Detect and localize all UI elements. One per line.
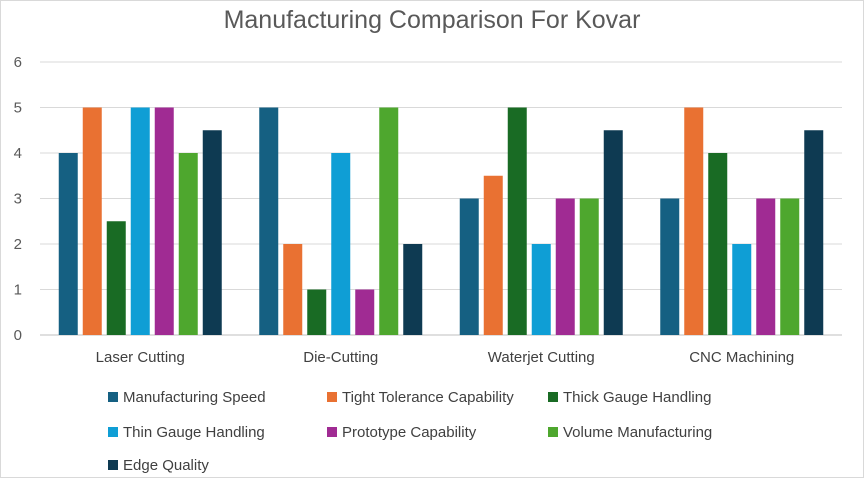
legend-swatch	[108, 460, 118, 470]
bar-thin-gauge-handling-cnc-machining	[732, 244, 752, 335]
bar-thick-gauge-handling-laser-cutting	[106, 221, 126, 335]
legend-swatch	[327, 427, 337, 437]
bar-volume-manufacturing-cnc-machining	[780, 198, 800, 335]
legend-label: Edge Quality	[123, 457, 209, 474]
bar-volume-manufacturing-die-cutting	[379, 107, 399, 335]
legend-label: Manufacturing Speed	[123, 389, 266, 406]
bar-prototype-capability-waterjet-cutting	[555, 198, 575, 335]
y-tick-label: 2	[14, 236, 22, 253]
bar-thin-gauge-handling-die-cutting	[331, 153, 351, 335]
bar-thin-gauge-handling-waterjet-cutting	[531, 244, 551, 335]
bar-thick-gauge-handling-cnc-machining	[708, 153, 728, 335]
legend-swatch	[548, 427, 558, 437]
bar-thin-gauge-handling-laser-cutting	[130, 107, 150, 335]
bars	[58, 107, 824, 335]
bar-tight-tolerance-capability-die-cutting	[283, 244, 303, 335]
y-tick-label: 4	[14, 145, 22, 162]
bar-prototype-capability-die-cutting	[355, 289, 375, 335]
bar-tight-tolerance-capability-cnc-machining	[684, 107, 704, 335]
y-tick-label: 6	[14, 54, 22, 71]
legend-label: Volume Manufacturing	[563, 424, 712, 441]
bar-thick-gauge-handling-waterjet-cutting	[507, 107, 527, 335]
legend-label: Prototype Capability	[342, 424, 477, 441]
bar-edge-quality-waterjet-cutting	[603, 130, 623, 335]
x-axis: Laser Cutting Die-Cutting Waterjet Cutting…	[96, 349, 795, 366]
legend-swatch	[327, 392, 337, 402]
x-category-label: CNC Machining	[689, 349, 794, 366]
y-tick-label: 5	[14, 100, 22, 117]
x-category-label: Waterjet Cutting	[488, 349, 595, 366]
bar-tight-tolerance-capability-waterjet-cutting	[483, 175, 503, 335]
bar-edge-quality-cnc-machining	[804, 130, 824, 335]
bar-manufacturing-speed-die-cutting	[259, 107, 279, 335]
bar-thick-gauge-handling-die-cutting	[307, 289, 327, 335]
legend-label: Tight Tolerance Capability	[342, 389, 514, 406]
legend: Manufacturing Speed Tight Tolerance Capab…	[108, 389, 712, 474]
legend-swatch	[108, 427, 118, 437]
bar-volume-manufacturing-waterjet-cutting	[579, 198, 599, 335]
y-tick-label: 3	[14, 191, 22, 208]
bar-edge-quality-die-cutting	[403, 244, 423, 335]
bar-prototype-capability-cnc-machining	[756, 198, 776, 335]
legend-swatch	[108, 392, 118, 402]
bar-volume-manufacturing-laser-cutting	[178, 153, 198, 335]
bar-manufacturing-speed-waterjet-cutting	[459, 198, 479, 335]
x-category-label: Laser Cutting	[96, 349, 185, 366]
legend-label: Thick Gauge Handling	[563, 389, 711, 406]
bar-manufacturing-speed-laser-cutting	[58, 153, 78, 335]
bar-edge-quality-laser-cutting	[202, 130, 222, 335]
x-category-label: Die-Cutting	[303, 349, 378, 366]
bar-tight-tolerance-capability-laser-cutting	[82, 107, 102, 335]
bar-manufacturing-speed-cnc-machining	[660, 198, 680, 335]
y-tick-label: 1	[14, 282, 22, 299]
y-tick-label: 0	[14, 327, 22, 344]
legend-label: Thin Gauge Handling	[123, 424, 265, 441]
y-axis: 0 1 2 3 4 5 6	[14, 54, 22, 344]
legend-swatch	[548, 392, 558, 402]
bar-prototype-capability-laser-cutting	[154, 107, 174, 335]
chart-title: Manufacturing Comparison For Kovar	[224, 6, 641, 34]
